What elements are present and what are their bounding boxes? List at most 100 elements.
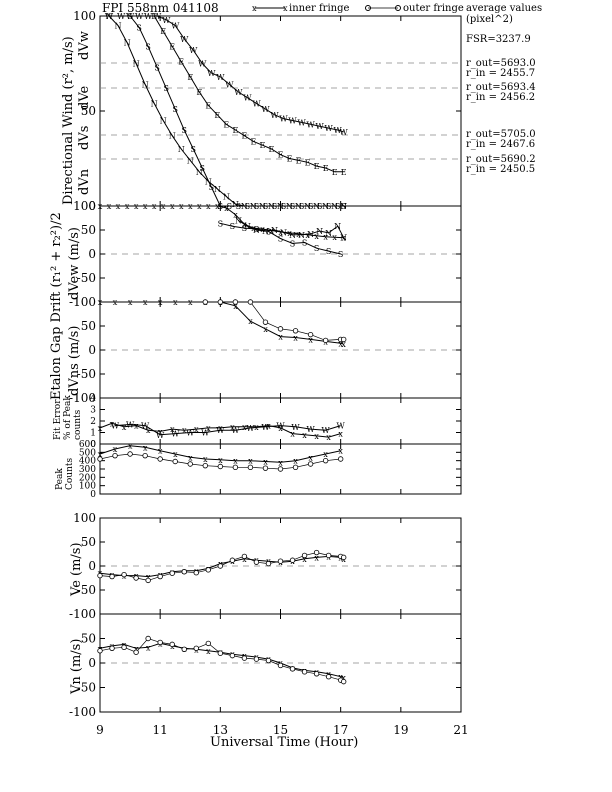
data-point [253,656,260,662]
data-point: W [270,111,279,120]
average-values-units: (pixel^2) [466,14,513,25]
y-tick-label: 50 [81,535,96,549]
data-point [121,571,127,578]
data-point: E [223,120,229,129]
data-point: x [116,202,121,211]
data-point: S [145,42,150,51]
data-point: N [205,177,212,186]
data-point: N [133,60,140,69]
data-point: x [158,298,163,307]
x-tick-label: 21 [453,723,468,737]
data-point: S [290,239,295,248]
data-point: x [146,643,151,652]
data-point: N [286,202,293,211]
y-tick-label: -100 [69,391,96,405]
data-point: N [322,202,329,211]
data-point: x [215,202,220,211]
data-point: S [266,227,271,236]
side-note: r_out=5705.0 [466,129,536,140]
data-point: N [241,202,248,211]
side-note: FSR=3237.9 [466,34,531,45]
figure-title: FPI 558nm 041108 [102,1,219,15]
data-point [145,577,151,584]
data-point [322,457,329,464]
data-point [187,461,193,467]
peak-title-1: Peak [55,468,65,490]
data-point: E [269,145,275,154]
data-point: N [160,117,167,126]
data-point [181,569,187,575]
data-point: x [314,553,319,562]
data-point: x [341,234,346,243]
data-point [232,299,239,305]
header: FPI 558nm 041108 x x inner fringe outer … [102,1,542,25]
data-point: S [230,222,235,231]
data-point: N [232,200,239,209]
data-point: S [154,63,159,72]
data-point [265,560,272,567]
y-tick-label: 100 [79,482,96,492]
data-point: N [334,222,341,231]
data-point: S [200,164,205,173]
data-point: W [207,69,216,78]
data-point: E [287,155,293,164]
data-point: W [156,431,165,440]
data-point [241,553,248,560]
data-point: x [233,457,238,466]
legend-outer-label: outer fringe [403,3,464,14]
y-tick-label: 0 [88,559,96,573]
x-tick-label: 13 [213,723,228,737]
data-point: x [290,430,295,439]
data-point: N [253,226,260,235]
data-point: x [308,335,313,344]
data-point: S [314,244,319,253]
data-point: x [122,423,127,432]
y-tick-label: 100 [73,199,96,213]
data-point: x [305,231,310,240]
data-point: E [205,101,211,110]
data-point: x [338,339,343,348]
data-point: W [246,424,255,433]
data-point [112,452,118,459]
vn-title: Vn (m/s) [69,639,84,695]
data-point: W [198,60,207,69]
data-point: W [126,420,135,429]
legend-outer: outer fringe [365,3,464,14]
data-point: x [143,443,148,452]
data-point: E [260,141,266,150]
data-point: N [280,228,287,237]
y-tick-label: 50 [81,223,96,237]
data-point [229,557,236,563]
data-point: S [326,247,331,256]
data-point: x [194,425,199,434]
x-tick-label: 9 [96,723,104,737]
data-point: E [323,164,329,173]
data-point [325,552,332,559]
data-point: x [98,424,103,433]
data-point: E [251,137,257,146]
data-point: N [277,202,284,211]
data-point: E [332,168,338,177]
data-point [301,669,308,675]
data-point: x [242,423,247,432]
y-tick-label: 50 [81,104,96,118]
data-point: N [331,202,338,211]
data-point: x [107,202,112,211]
data-point: x [263,458,268,467]
y-tick-label: -50 [77,583,96,597]
data-point: x [98,450,103,459]
series-line-o [99,638,344,682]
wind-sub-dvn: dVn [77,168,92,195]
panel-vn-plot: -100-50050xxxxxxxxxxxxxxxxxxxxxx [69,613,461,719]
data-point: E [341,168,347,177]
data-point: E [196,88,202,97]
data-point: E [278,151,284,160]
data-point: W [231,426,240,435]
data-point [217,650,224,656]
data-point: W [337,422,346,431]
data-point [313,549,320,556]
